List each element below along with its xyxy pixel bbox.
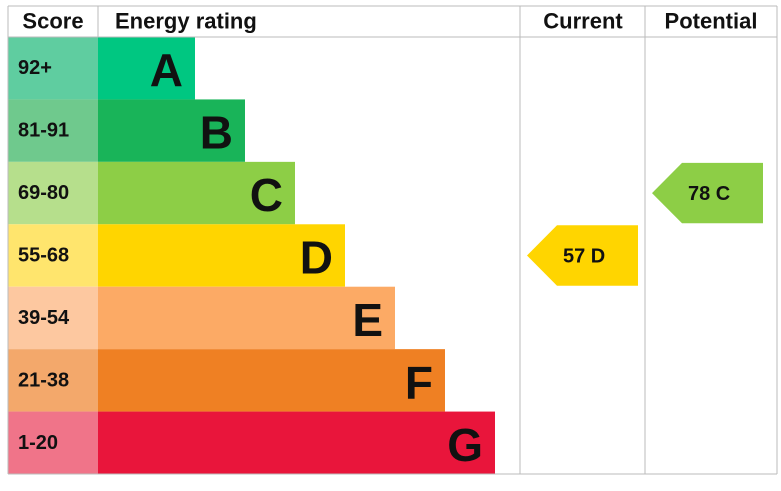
rating-bar	[98, 37, 195, 100]
rating-bar	[98, 161, 295, 225]
current-label: 57 D	[563, 246, 605, 268]
potential-label: 78 C	[688, 183, 730, 205]
score-cell	[8, 286, 98, 350]
score-cell	[8, 161, 98, 225]
header-rating: Energy rating	[115, 9, 257, 34]
rating-letter: C	[250, 169, 283, 221]
header-potential: Potential	[665, 9, 758, 34]
score-label: 92+	[18, 57, 52, 79]
rating-letter: E	[352, 294, 383, 346]
current-arrow	[527, 225, 638, 286]
rating-letter: A	[150, 44, 183, 96]
score-cell	[8, 411, 98, 474]
header-score: Score	[22, 9, 83, 34]
score-cell	[8, 224, 98, 287]
rating-bar	[98, 286, 395, 350]
rating-bar	[98, 349, 445, 412]
rating-letter: F	[405, 356, 433, 408]
header-current: Current	[543, 9, 623, 34]
rating-letter: B	[200, 107, 233, 159]
potential-arrow	[652, 162, 763, 224]
rating-bar	[98, 99, 245, 162]
rating-letter: D	[300, 232, 333, 284]
score-cell	[8, 99, 98, 162]
score-label: 81-91	[18, 120, 69, 142]
rating-bar	[98, 411, 495, 474]
score-label: 69-80	[18, 182, 69, 204]
score-label: 39-54	[18, 307, 70, 329]
score-cell	[8, 349, 98, 412]
score-label: 1-20	[18, 432, 58, 454]
score-label: 55-68	[18, 245, 69, 267]
score-cell	[8, 37, 98, 100]
rating-letter: G	[447, 419, 483, 471]
rating-bar	[98, 224, 345, 287]
score-label: 21-38	[18, 369, 69, 391]
